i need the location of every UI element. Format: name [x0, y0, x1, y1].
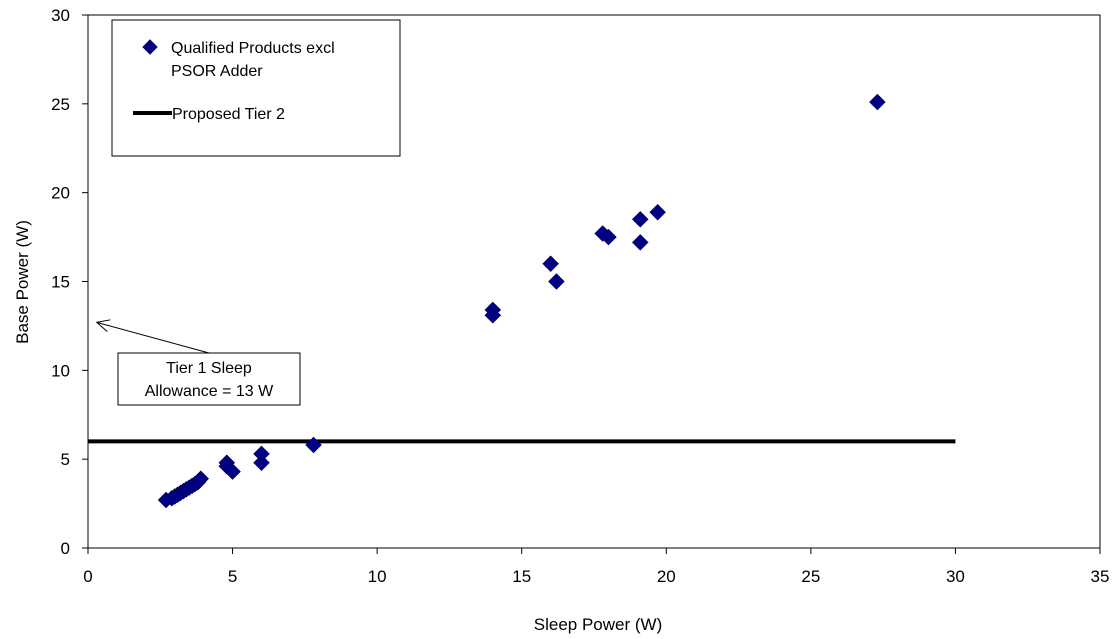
data-point [631, 210, 649, 228]
annotation-line2: Allowance = 13 W [145, 383, 274, 400]
x-tick-label: 15 [512, 567, 531, 586]
data-point [192, 470, 210, 488]
data-point [484, 301, 502, 319]
x-tick-label: 20 [657, 567, 676, 586]
y-tick-label: 30 [51, 6, 70, 25]
data-point [253, 445, 270, 463]
y-tick-label: 20 [51, 184, 70, 203]
annotation: Tier 1 Sleep Allowance = 13 W [95, 319, 301, 406]
annotation-arrowhead [95, 319, 111, 332]
x-tick-label: 10 [368, 567, 387, 586]
y-axis-title: Base Power (W) [13, 220, 32, 344]
data-point [869, 93, 886, 111]
legend-label-qualified-line2: PSOR Adder [171, 63, 263, 80]
legend-label-qualified-line1: Qualified Products excl [171, 40, 335, 57]
y-tick-label: 25 [51, 95, 70, 114]
x-tick-label: 30 [946, 567, 965, 586]
x-tick-label: 0 [83, 567, 92, 586]
y-tick-label: 0 [61, 539, 70, 558]
data-point [548, 273, 565, 290]
annotation-arrow [96, 321, 210, 354]
data-point [224, 463, 241, 480]
annotation-box [117, 352, 301, 406]
data-point [305, 436, 322, 454]
ticks: 0 5 10 15 20 25 30 35 0 5 10 15 20 25 30 [51, 6, 1109, 586]
data-point [631, 234, 649, 251]
data-point [253, 454, 270, 472]
x-axis-title: Sleep Power (W) [534, 615, 662, 634]
y-tick-label: 5 [61, 450, 70, 469]
y-tick-label: 10 [51, 361, 70, 380]
legend-label-tier2: Proposed Tier 2 [172, 106, 285, 123]
annotation-line1: Tier 1 Sleep [166, 360, 252, 377]
data-point [542, 255, 559, 273]
x-tick-label: 25 [801, 567, 820, 586]
legend-box [111, 19, 401, 157]
x-tick-label: 5 [228, 567, 237, 586]
qualified-products-series [157, 93, 886, 509]
legend: Qualified Products excl PSOR Adder Propo… [111, 19, 401, 157]
y-tick-label: 15 [51, 273, 70, 292]
data-point [600, 228, 617, 246]
x-tick-label: 35 [1091, 567, 1110, 586]
legend-diamond-marker [142, 39, 158, 55]
data-point [649, 203, 666, 221]
